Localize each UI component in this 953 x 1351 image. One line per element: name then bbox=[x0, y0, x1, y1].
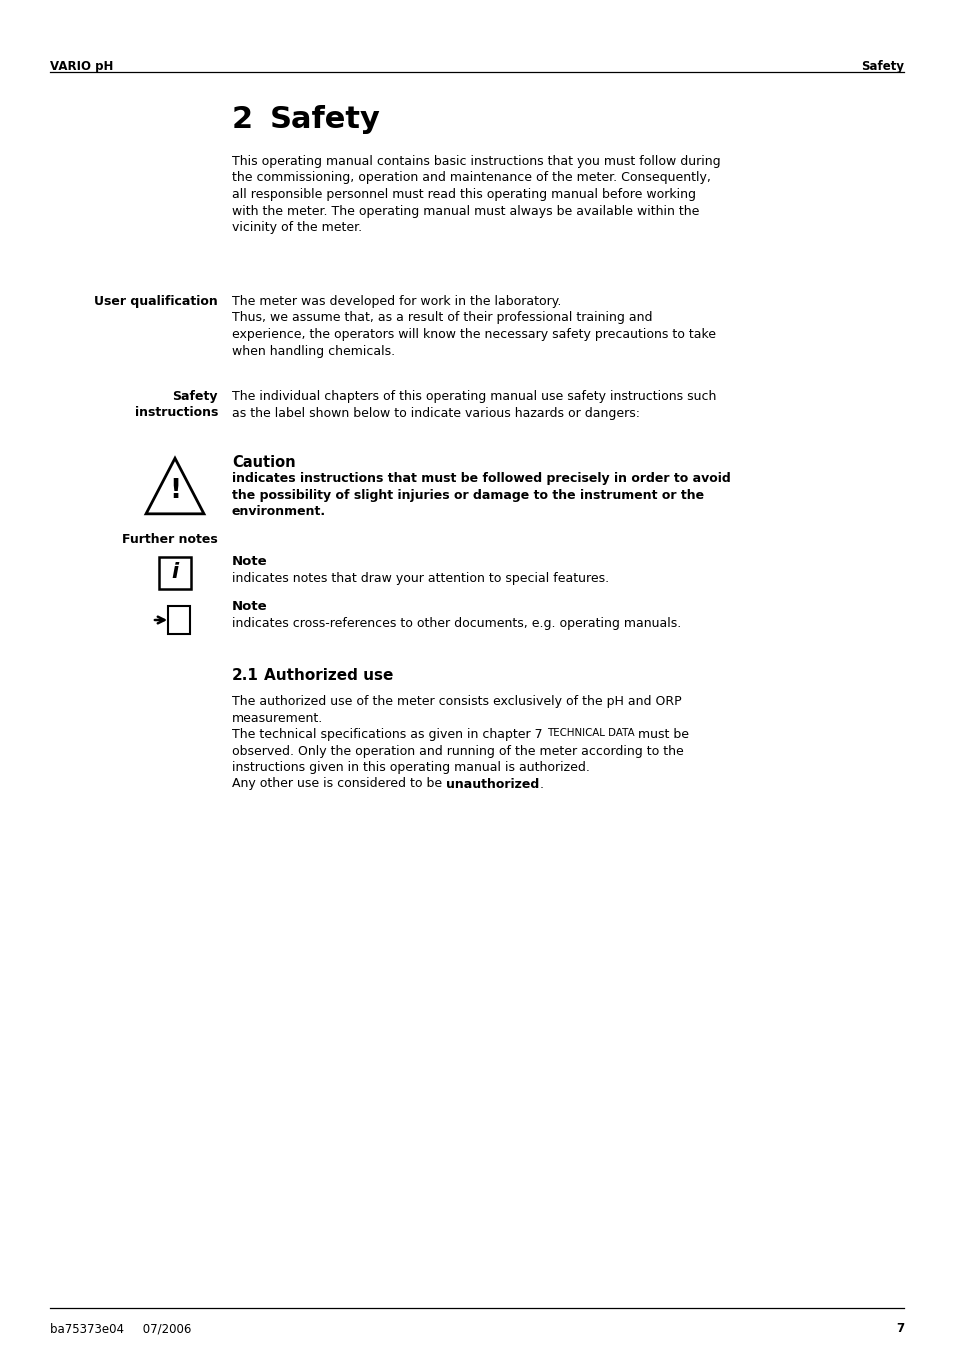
Text: !: ! bbox=[169, 478, 181, 504]
Text: User qualification: User qualification bbox=[94, 295, 218, 308]
Text: 2: 2 bbox=[232, 105, 253, 134]
Text: The meter was developed for work in the laboratory.: The meter was developed for work in the … bbox=[232, 295, 560, 308]
Text: The individual chapters of this operating manual use safety instructions such: The individual chapters of this operatin… bbox=[232, 390, 716, 403]
Text: all responsible personnel must read this operating manual before working: all responsible personnel must read this… bbox=[232, 188, 696, 201]
Text: Any other use is considered to be: Any other use is considered to be bbox=[232, 777, 446, 790]
Text: The technical specifications as given in chapter 7: The technical specifications as given in… bbox=[232, 728, 546, 740]
Text: the possibility of slight injuries or damage to the instrument or the: the possibility of slight injuries or da… bbox=[232, 489, 703, 501]
Text: Note: Note bbox=[232, 555, 268, 567]
Text: ba75373e04     07/2006: ba75373e04 07/2006 bbox=[50, 1323, 192, 1335]
Text: unauthorized: unauthorized bbox=[446, 777, 538, 790]
Text: experience, the operators will know the necessary safety precautions to take: experience, the operators will know the … bbox=[232, 328, 716, 340]
Text: The authorized use of the meter consists exclusively of the pH and ORP: The authorized use of the meter consists… bbox=[232, 694, 680, 708]
Text: 2.1: 2.1 bbox=[232, 667, 258, 684]
Text: This operating manual contains basic instructions that you must follow during: This operating manual contains basic ins… bbox=[232, 155, 720, 168]
Text: Caution: Caution bbox=[232, 455, 295, 470]
Text: i: i bbox=[172, 562, 178, 582]
Text: instructions: instructions bbox=[134, 407, 218, 420]
Text: Authorized use: Authorized use bbox=[264, 667, 393, 684]
Text: with the meter. The operating manual must always be available within the: with the meter. The operating manual mus… bbox=[232, 204, 699, 218]
Text: Note: Note bbox=[232, 600, 268, 613]
Text: .: . bbox=[538, 777, 543, 790]
Text: vicinity of the meter.: vicinity of the meter. bbox=[232, 222, 362, 234]
Text: 7: 7 bbox=[895, 1323, 903, 1335]
Text: Safety: Safety bbox=[270, 105, 380, 134]
Text: observed. Only the operation and running of the meter according to the: observed. Only the operation and running… bbox=[232, 744, 683, 758]
Text: when handling chemicals.: when handling chemicals. bbox=[232, 345, 395, 358]
Text: instructions given in this operating manual is authorized.: instructions given in this operating man… bbox=[232, 761, 589, 774]
Text: indicates cross-references to other documents, e.g. operating manuals.: indicates cross-references to other docu… bbox=[232, 617, 680, 630]
Text: environment.: environment. bbox=[232, 505, 326, 517]
Text: Thus, we assume that, as a result of their professional training and: Thus, we assume that, as a result of the… bbox=[232, 312, 652, 324]
Text: must be: must be bbox=[634, 728, 688, 740]
Text: the commissioning, operation and maintenance of the meter. Consequently,: the commissioning, operation and mainten… bbox=[232, 172, 710, 185]
Text: Safety: Safety bbox=[861, 59, 903, 73]
Text: VARIO pH: VARIO pH bbox=[50, 59, 113, 73]
Text: as the label shown below to indicate various hazards or dangers:: as the label shown below to indicate var… bbox=[232, 407, 639, 420]
Text: measurement.: measurement. bbox=[232, 712, 323, 724]
Text: Further notes: Further notes bbox=[122, 534, 218, 546]
Text: TECHNICAL DATA: TECHNICAL DATA bbox=[546, 728, 634, 739]
Text: indicates instructions that must be followed precisely in order to avoid: indicates instructions that must be foll… bbox=[232, 471, 730, 485]
Text: Safety: Safety bbox=[172, 390, 218, 403]
Text: indicates notes that draw your attention to special features.: indicates notes that draw your attention… bbox=[232, 571, 608, 585]
